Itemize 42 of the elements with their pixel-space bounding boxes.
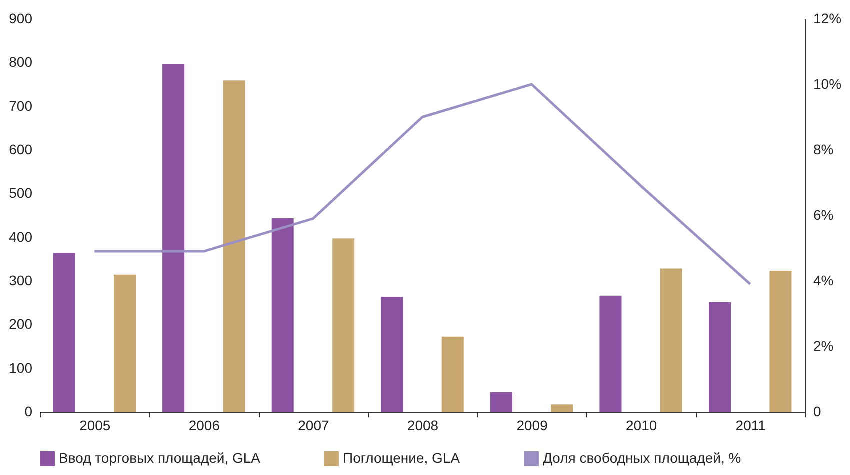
y-tick-label: 800	[9, 54, 33, 70]
bar	[600, 296, 622, 412]
y-tick-label: 700	[9, 98, 33, 114]
y-tick-label: 300	[9, 272, 33, 288]
bar	[709, 302, 731, 412]
x-tick-label: 2011	[736, 418, 766, 434]
bar	[114, 274, 136, 412]
y2-tick-label: 12%	[814, 10, 842, 26]
x-tick-label: 2006	[188, 418, 220, 434]
y2-tick-label: 2%	[814, 338, 834, 354]
x-tick-label: 2008	[407, 418, 439, 434]
x-tick-label: 2010	[626, 418, 658, 434]
y-tick-label: 900	[9, 10, 33, 26]
y-tick-label: 0	[24, 404, 33, 420]
y2-tick-label: 0	[814, 404, 822, 420]
y2-tick-label: 6%	[814, 207, 834, 223]
bar	[381, 297, 404, 412]
legend-label: Поглощение, GLA	[343, 450, 461, 466]
bar	[223, 80, 246, 412]
bar	[551, 404, 574, 412]
bar	[53, 253, 76, 412]
x-tick-label: 2007	[298, 418, 330, 434]
bar	[272, 218, 294, 412]
y-tick-label: 400	[9, 228, 33, 245]
y2-tick-label: 10%	[814, 76, 842, 92]
y2-tick-label: 8%	[814, 142, 834, 158]
bar	[442, 336, 464, 412]
legend-label: Ввод торговых площадей, GLA	[59, 450, 262, 466]
x-tick-label: 2005	[80, 418, 111, 434]
bar	[770, 270, 792, 412]
y-tick-label: 500	[9, 185, 33, 202]
bar	[490, 392, 512, 412]
bar	[332, 238, 355, 412]
legend-label: Доля свободных площадей, %	[543, 450, 742, 466]
x-tick-label: 2009	[516, 418, 548, 434]
y-tick-label: 600	[9, 142, 33, 158]
bar	[162, 64, 185, 412]
y-tick-label: 100	[9, 360, 33, 376]
y-tick-label: 200	[9, 316, 33, 332]
line-series	[93, 83, 752, 286]
y2-tick-label: 4%	[814, 272, 834, 288]
bar	[660, 268, 682, 412]
